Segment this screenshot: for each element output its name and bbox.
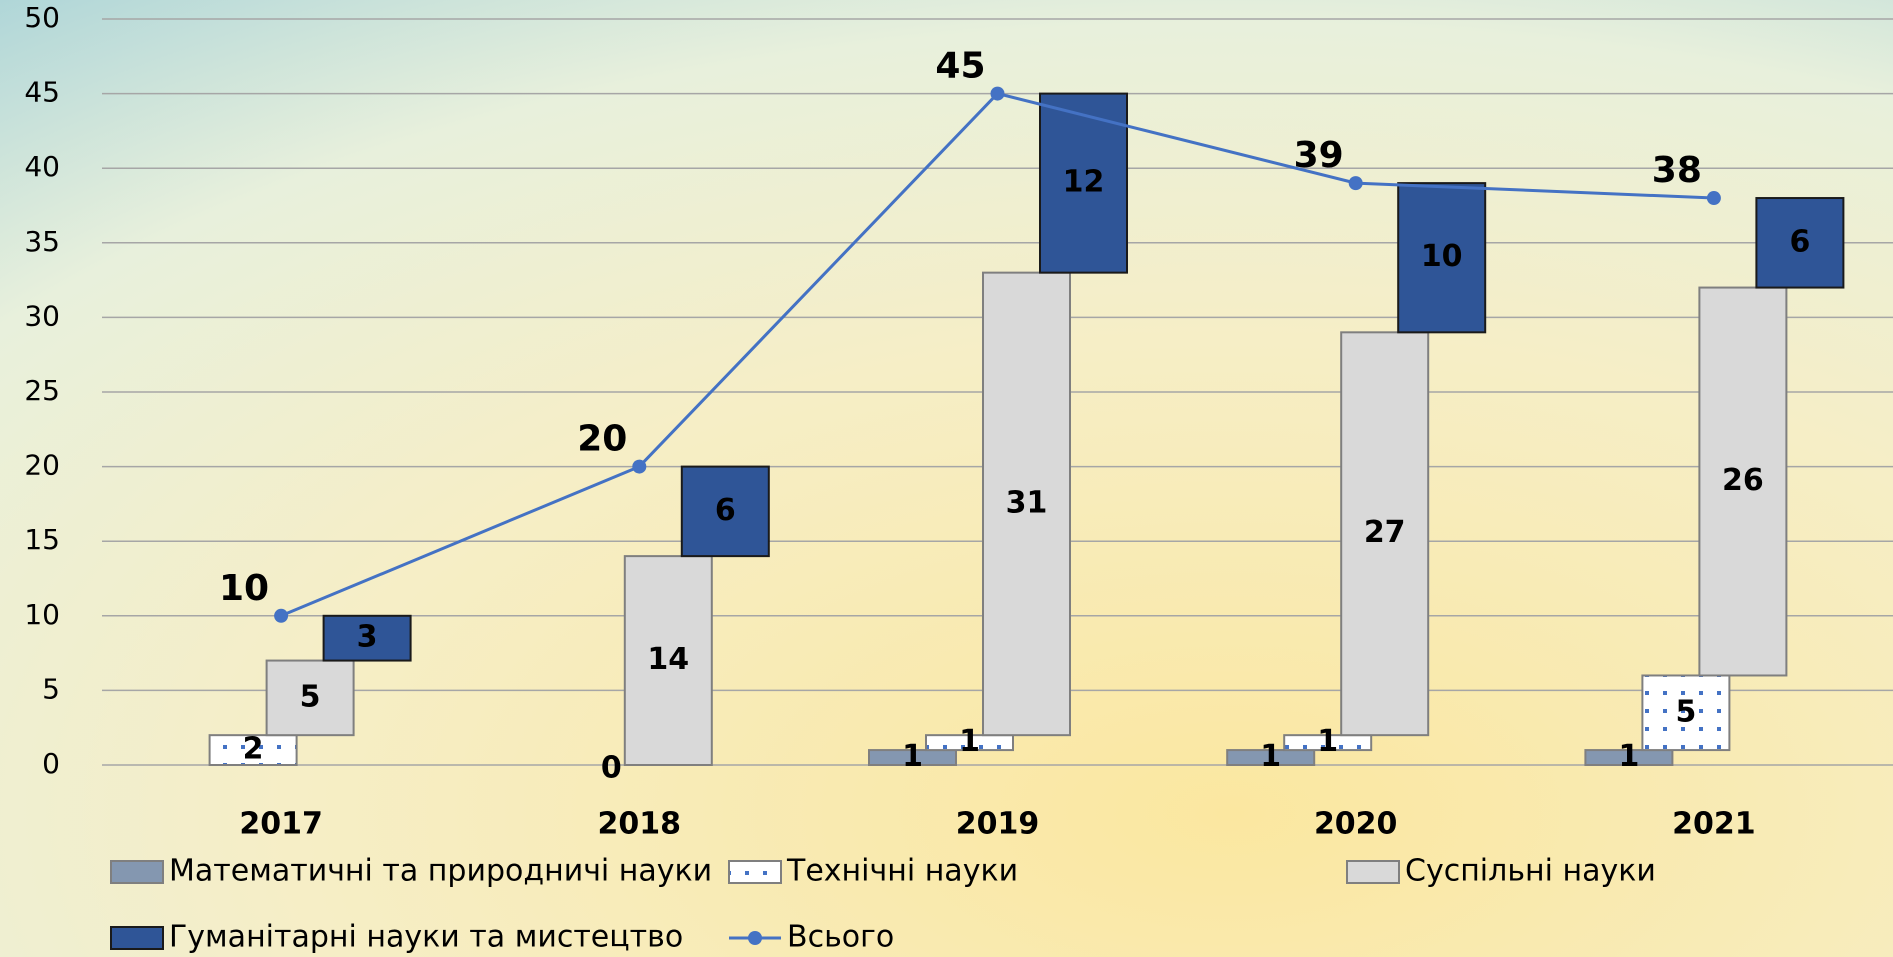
bar (925, 734, 1014, 752)
bar (1698, 286, 1788, 677)
data-label: 0 (601, 751, 622, 786)
x-tick-label: 2021 (1672, 807, 1756, 842)
data-label: 5 (300, 679, 321, 714)
bar (208, 734, 298, 766)
data-label: 39 (1294, 135, 1344, 176)
data-label: 6 (1789, 224, 1810, 259)
bar (265, 659, 355, 737)
data-label: 14 (647, 642, 689, 677)
y-tick-label: 50 (24, 1, 60, 34)
bar (322, 614, 412, 662)
bar (1755, 197, 1845, 289)
y-tick-label: 10 (24, 598, 60, 631)
y-tick-label: 30 (24, 299, 60, 332)
legend-label: Суспільні науки (1405, 854, 1656, 889)
total-point (632, 459, 647, 474)
data-label: 10 (219, 568, 269, 609)
bar (1226, 749, 1316, 767)
legend-label: Гуманітарні науки та мистецтво (169, 920, 683, 955)
data-label: 6 (715, 493, 736, 528)
legend-swatch (728, 860, 782, 884)
legend-label: Всього (787, 920, 894, 955)
bar (868, 749, 957, 767)
data-label: 1 (1317, 724, 1338, 759)
total-point (1706, 191, 1721, 206)
y-tick-label: 40 (24, 150, 60, 183)
data-label: 1 (902, 739, 923, 774)
data-label: 1 (1618, 739, 1639, 774)
total-point (990, 86, 1005, 101)
bar (680, 465, 770, 558)
data-label: 12 (1063, 165, 1105, 200)
bar (1283, 734, 1373, 752)
total-point (274, 608, 289, 623)
bar (1641, 674, 1731, 752)
x-tick-label: 2019 (956, 807, 1040, 842)
data-label: 2 (243, 732, 264, 767)
legend-swatch (1346, 860, 1400, 884)
y-tick-label: 25 (24, 374, 60, 407)
x-tick-label: 2018 (598, 807, 682, 842)
data-label: 38 (1652, 150, 1702, 191)
legend-label: Математичні та природничі науки (169, 854, 712, 889)
data-label: 3 (357, 620, 378, 655)
data-label: 31 (1006, 485, 1048, 520)
y-tick-label: 5 (42, 672, 60, 705)
x-tick-label: 2020 (1314, 807, 1398, 842)
data-label: 26 (1722, 463, 1764, 498)
bar (1397, 182, 1487, 334)
legend-label: Технічні науки (786, 854, 1018, 889)
data-label: 27 (1364, 515, 1406, 550)
y-tick-label: 45 (24, 76, 60, 109)
y-tick-label: 15 (24, 523, 60, 556)
data-label: 10 (1421, 239, 1463, 274)
legend-swatch (110, 860, 164, 884)
legend-marker (748, 931, 762, 945)
y-tick-label: 20 (24, 449, 60, 482)
data-label: 1 (1260, 739, 1281, 774)
bar (982, 271, 1071, 737)
bar (1584, 749, 1674, 767)
total-point (1348, 176, 1363, 191)
legend-swatch (110, 926, 164, 950)
data-label: 1 (959, 724, 980, 759)
y-tick-label: 35 (24, 225, 60, 258)
bar (1340, 331, 1430, 737)
y-tick-label: 0 (42, 747, 60, 780)
x-tick-label: 2017 (239, 807, 323, 842)
bar (623, 555, 713, 766)
data-label: 45 (935, 46, 985, 87)
data-label: 5 (1675, 694, 1696, 729)
data-label: 20 (577, 419, 627, 460)
